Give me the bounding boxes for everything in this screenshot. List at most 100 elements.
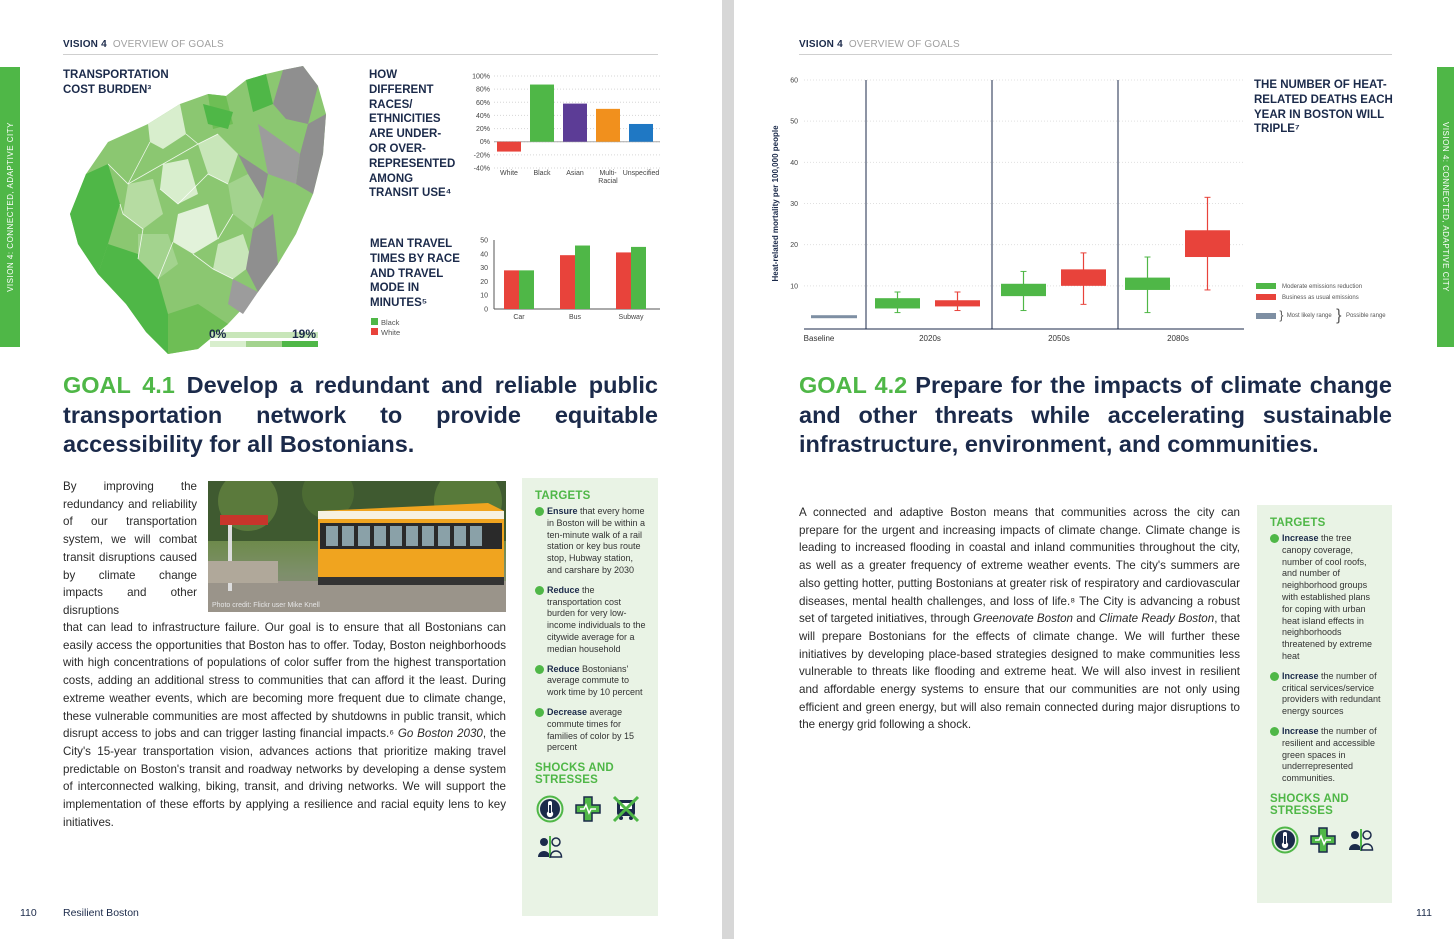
y-tick-label: 0 xyxy=(484,307,488,314)
running-header: VISION 4 OVERVIEW OF GOALS xyxy=(799,39,960,50)
bar-car-white xyxy=(504,270,519,309)
goal-4-1-heading: GOAL 4.1 Develop a redundant and reliabl… xyxy=(63,371,658,460)
bar-bus-white xyxy=(560,255,575,309)
racial-equity-icon xyxy=(1346,825,1376,855)
box-2050s-moderate xyxy=(1001,283,1046,297)
box-2050s-business xyxy=(1061,269,1106,286)
x-tick-label: 2020s xyxy=(919,334,941,343)
cost-burden-map xyxy=(70,66,326,354)
targets-title: TARGETS xyxy=(1270,517,1326,529)
targets-list: Increase the tree canopy coverage, numbe… xyxy=(1270,533,1382,785)
bar-white xyxy=(497,141,521,152)
x-tick-label: Bus xyxy=(569,314,582,321)
vision-label: VISION 4 xyxy=(63,39,107,50)
section-label: OVERVIEW OF GOALS xyxy=(848,39,960,50)
y-tick-label: 100% xyxy=(472,74,490,81)
left-page: VISION 4 OVERVIEW OF GOALS VISION 4: CON… xyxy=(0,0,722,939)
y-tick-label: 10 xyxy=(480,293,488,300)
goal-4-2-body: A connected and adaptive Boston means th… xyxy=(799,506,1240,732)
health-cross-icon xyxy=(1308,825,1338,855)
vision-label: VISION 4 xyxy=(799,39,843,50)
box-2080s-moderate xyxy=(1125,277,1170,290)
y-tick-label: 20 xyxy=(480,279,488,286)
goal-number: GOAL 4.1 xyxy=(63,372,175,398)
streetcar-photo: Photo credit: Flickr user Mike Knell xyxy=(208,481,506,612)
x-tick-label: 2080s xyxy=(1167,334,1189,343)
page-number: 110 xyxy=(20,907,37,919)
header-divider xyxy=(63,54,658,55)
goal-4-1-body: that can lead to infrastructure failure.… xyxy=(63,621,506,829)
y-tick-label: 40 xyxy=(480,251,488,258)
page-number: 111 xyxy=(1416,907,1432,919)
shocks-icons xyxy=(535,794,648,862)
goal-4-1-body-intro: By improving the redundancy and reliabil… xyxy=(63,480,197,617)
bullet-icon xyxy=(535,664,544,674)
target-item: Increase the number of resilient and acc… xyxy=(1270,726,1382,785)
targets-box: TARGETS Ensure that every home in Boston… xyxy=(522,478,658,916)
y-tick-label: 30 xyxy=(790,201,798,208)
bullet-icon xyxy=(535,507,544,516)
footer-title: Resilient Boston xyxy=(63,907,139,919)
target-text: Increase the number of critical services… xyxy=(1282,670,1381,717)
x-tick-label: Car xyxy=(513,314,525,321)
bar-bus-black xyxy=(575,245,590,309)
goal-title: Develop a redundant and reliable public … xyxy=(63,372,658,457)
race-chart-title: HOW DIFFERENT RACES/ ETHNICITIES ARE UND… xyxy=(369,69,456,200)
x-tick-label: Multi- xyxy=(599,170,617,177)
target-text: Reduce the transportation cost burden fo… xyxy=(547,584,646,654)
target-item: Decrease average commute times for famil… xyxy=(535,707,648,754)
thermometer-icon xyxy=(1270,825,1300,855)
shocks-title: SHOCKS AND STRESSES xyxy=(535,762,614,787)
target-item: Reduce the transportation cost burden fo… xyxy=(535,585,648,656)
y-tick-label: 80% xyxy=(476,87,490,94)
box-2020s-business xyxy=(935,300,980,307)
racial-equity-icon xyxy=(535,832,565,862)
target-text: Decrease average commute times for famil… xyxy=(547,706,635,753)
health-cross-icon xyxy=(573,794,603,824)
y-tick-label: 50 xyxy=(480,238,488,245)
bar-unspecified xyxy=(629,123,653,142)
right-page: VISION 4 OVERVIEW OF GOALS VISION 4: CON… xyxy=(734,0,1454,939)
targets-box: TARGETS Increase the tree canopy coverag… xyxy=(1257,505,1392,903)
bar-subway-white xyxy=(616,252,631,309)
x-tick-label: White xyxy=(500,170,518,177)
header-divider xyxy=(799,54,1392,55)
travel-legend: Black White xyxy=(371,318,400,338)
bar-asian xyxy=(563,103,587,142)
y-tick-label: 40 xyxy=(790,160,798,167)
y-tick-label: 60% xyxy=(476,100,490,107)
bar-multiracial xyxy=(596,108,620,142)
targets-title: TARGETS xyxy=(535,490,591,502)
y-tick-label: 20 xyxy=(790,242,798,249)
side-tab: VISION 4: CONNECTED, ADAPTIVE CITY xyxy=(0,67,20,347)
y-tick-label: -40% xyxy=(474,166,490,173)
bar-subway-black xyxy=(631,246,646,309)
bar-car-black xyxy=(519,270,534,309)
bullet-icon xyxy=(535,707,544,717)
heat-chart-title: THE NUMBER OF HEAT-RELATED DEATHS EACH Y… xyxy=(1254,79,1393,136)
target-text: Ensure that every home in Boston will be… xyxy=(547,506,646,575)
legend-business: Business as usual emissions xyxy=(1256,293,1386,304)
goal-4-2-heading: GOAL 4.2 Prepare for the impacts of clim… xyxy=(799,371,1392,460)
travel-time-chart: 0 10 20 30 40 50 Car Bus Subway xyxy=(480,238,660,321)
legend-moderate: Moderate emissions reduction xyxy=(1256,282,1386,293)
plan-name: Go Boston 2030 xyxy=(397,727,483,741)
y-tick-label: 60 xyxy=(790,78,798,85)
y-tick-label: 40% xyxy=(476,113,490,120)
section-label: OVERVIEW OF GOALS xyxy=(112,39,224,50)
bullet-icon xyxy=(535,585,544,595)
legend-black: Black xyxy=(371,318,400,328)
target-text: Increase the tree canopy coverage, numbe… xyxy=(1282,533,1373,661)
target-item: Reduce Bostonians' average commute to wo… xyxy=(535,664,648,699)
x-tick-label: Subway xyxy=(619,314,644,321)
travel-chart-title: MEAN TRAVEL TIMES BY RACE AND TRAVEL MOD… xyxy=(370,238,460,310)
bar-black xyxy=(530,84,554,142)
y-tick-label: 50 xyxy=(790,119,798,126)
race-representation-chart: 100% 80% 60% 40% 20% 0% -20% -40% White Black Asia… xyxy=(472,74,660,185)
side-tab: VISION 4: CONNECTED, ADAPTIVE CITY xyxy=(1437,67,1454,347)
shocks-title: SHOCKS AND STRESSES xyxy=(1270,792,1349,817)
thermometer-icon xyxy=(535,794,565,824)
target-item: Ensure that every home in Boston will be… xyxy=(535,506,648,577)
y-tick-label: 0% xyxy=(480,139,490,146)
heat-mortality-chart: 10 20 30 40 50 60 Heat-related mortality per 1… xyxy=(771,78,1244,343)
